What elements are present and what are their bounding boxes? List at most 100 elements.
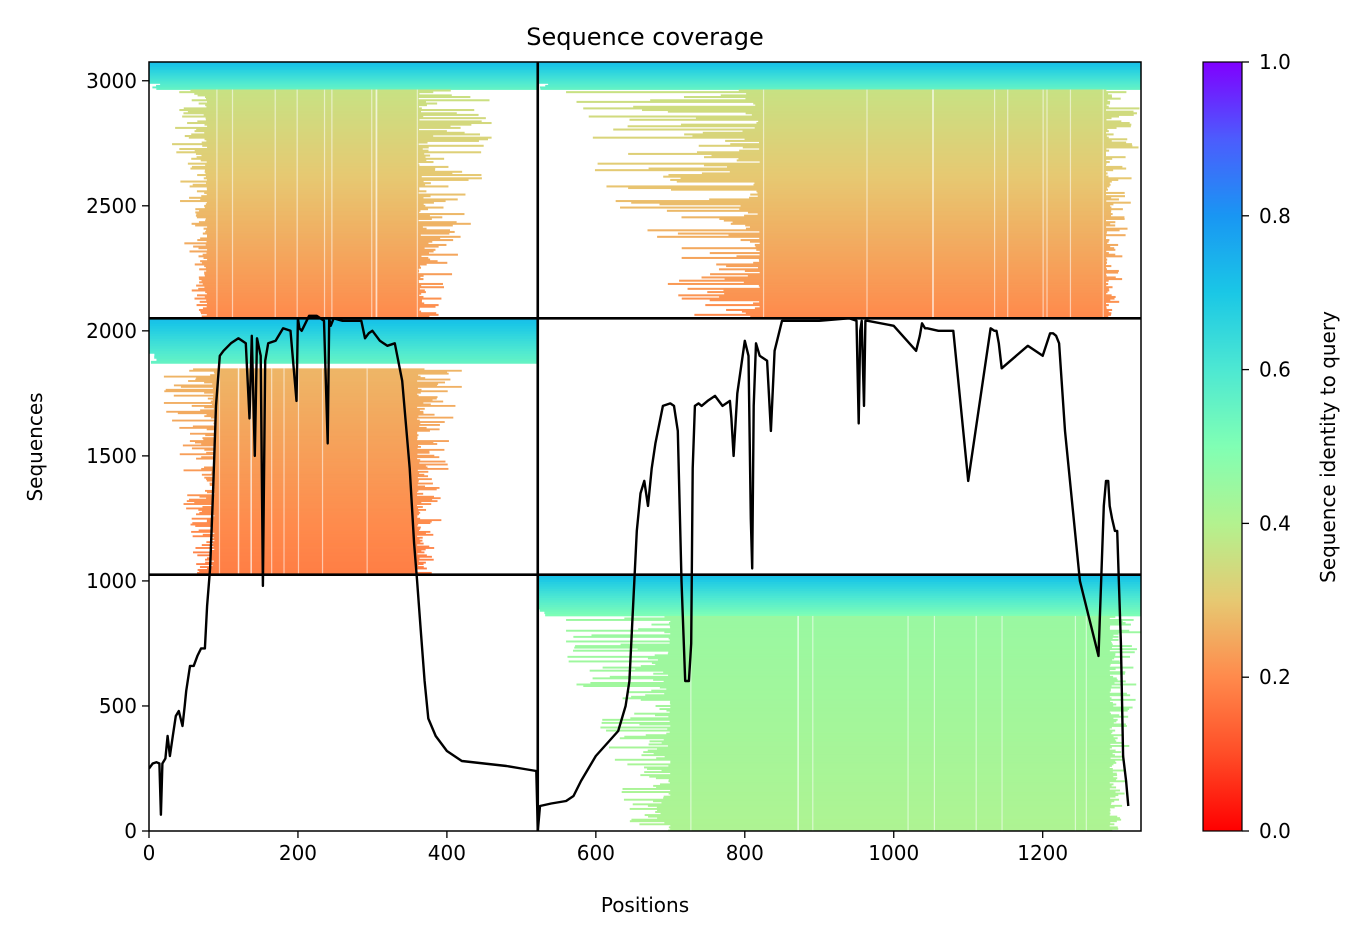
- msa-gap-column: [993, 89, 996, 318]
- msa-row: [640, 698, 1136, 701]
- msa-row: [669, 701, 1113, 704]
- msa-row: [204, 415, 419, 418]
- msa-band-row: [154, 353, 538, 357]
- x-tick-label: 200: [279, 841, 317, 865]
- msa-gap-column: [376, 89, 378, 318]
- msa-block: [537, 62, 1141, 318]
- msa-row: [668, 826, 1118, 829]
- msa-row: [206, 302, 425, 305]
- msa-row: [199, 209, 421, 212]
- msa-row: [213, 504, 418, 507]
- msa-row: [206, 201, 434, 204]
- colorbar-gradient: [1203, 62, 1242, 831]
- msa-row: [207, 491, 418, 494]
- msa-row: [656, 757, 1111, 760]
- msa-row: [206, 557, 420, 560]
- msa-gap-column: [375, 89, 377, 318]
- msa-row: [214, 431, 418, 434]
- msa-row: [204, 131, 465, 134]
- msa-row: [206, 292, 422, 295]
- msa-row: [204, 476, 418, 479]
- msa-row: [724, 278, 1123, 281]
- msa-row: [198, 102, 438, 105]
- msa-band-row: [537, 72, 1141, 75]
- x-tick-label: 600: [577, 841, 615, 865]
- msa-row: [191, 447, 418, 450]
- msa-row: [745, 112, 1137, 115]
- msa-row: [188, 498, 433, 501]
- msa-row: [656, 806, 1115, 809]
- msa-row: [614, 758, 1124, 761]
- msa-row: [205, 243, 447, 246]
- msa-row: [163, 402, 424, 404]
- msa-band-row: [149, 78, 538, 81]
- msa-row: [670, 620, 1123, 623]
- msa-row: [663, 175, 1109, 178]
- msa-row: [195, 214, 430, 217]
- msa-band-row: [545, 613, 1141, 617]
- msa-band-row: [537, 63, 1141, 66]
- msa-band-row: [537, 69, 1141, 72]
- msa-row: [655, 663, 1111, 666]
- msa-row: [631, 695, 1110, 698]
- msa-row: [214, 485, 426, 488]
- msa-row: [657, 817, 1120, 820]
- msa-row: [196, 213, 465, 216]
- msa-row: [566, 629, 1130, 632]
- msa-row: [203, 177, 482, 180]
- msa-row: [196, 563, 424, 566]
- msa-row: [206, 478, 432, 481]
- msa-row: [173, 384, 438, 387]
- msa-row: [668, 792, 1125, 795]
- msa-gap-column: [297, 368, 300, 574]
- msa-row: [696, 151, 1107, 154]
- msa-row: [666, 209, 1112, 212]
- msa-row: [206, 161, 434, 164]
- msa-row: [205, 434, 419, 437]
- msa-row: [187, 162, 419, 165]
- msa-row: [194, 149, 429, 152]
- msa-row: [188, 136, 492, 139]
- msa-gap-column: [371, 89, 373, 318]
- msa-row: [206, 235, 461, 238]
- msa-row: [199, 566, 424, 568]
- msa-row: [747, 211, 1111, 214]
- msa-band-row: [149, 345, 538, 349]
- msa-row: [204, 204, 426, 207]
- msa-row: [668, 651, 1135, 654]
- msa-row: [754, 243, 1119, 246]
- msa-row: [601, 721, 1114, 724]
- msa-band-row: [149, 335, 538, 339]
- msa-row: [189, 250, 434, 253]
- msa-row: [642, 109, 1107, 112]
- y-axis-label: Sequences: [23, 392, 47, 501]
- msa-row: [205, 172, 453, 175]
- msa-row: [200, 159, 427, 162]
- msa-row: [648, 815, 1118, 818]
- msa-row: [206, 305, 436, 308]
- msa-row: [744, 269, 1119, 272]
- msa-row: [670, 632, 1119, 635]
- msa-row: [573, 649, 1110, 652]
- msa-row: [214, 463, 448, 466]
- msa-row: [205, 561, 426, 564]
- msa-row: [206, 188, 420, 191]
- msa-row: [196, 284, 422, 287]
- msa-row: [659, 203, 1114, 206]
- msa-row: [197, 554, 427, 557]
- msa-row: [204, 448, 445, 451]
- msa-row: [666, 732, 1112, 735]
- msa-row: [641, 754, 1115, 757]
- msa-row: [630, 717, 1114, 720]
- msa-row: [640, 774, 1118, 777]
- msa-row: [201, 141, 428, 144]
- msa-row: [566, 619, 1134, 621]
- msa-row: [680, 123, 1132, 126]
- msa-row: [163, 375, 421, 378]
- msa-row: [196, 304, 439, 307]
- msa-row: [597, 162, 1107, 165]
- msa-row: [202, 506, 423, 508]
- msa-gap-column: [933, 615, 936, 831]
- msa-row: [211, 528, 421, 530]
- msa-row: [183, 503, 432, 505]
